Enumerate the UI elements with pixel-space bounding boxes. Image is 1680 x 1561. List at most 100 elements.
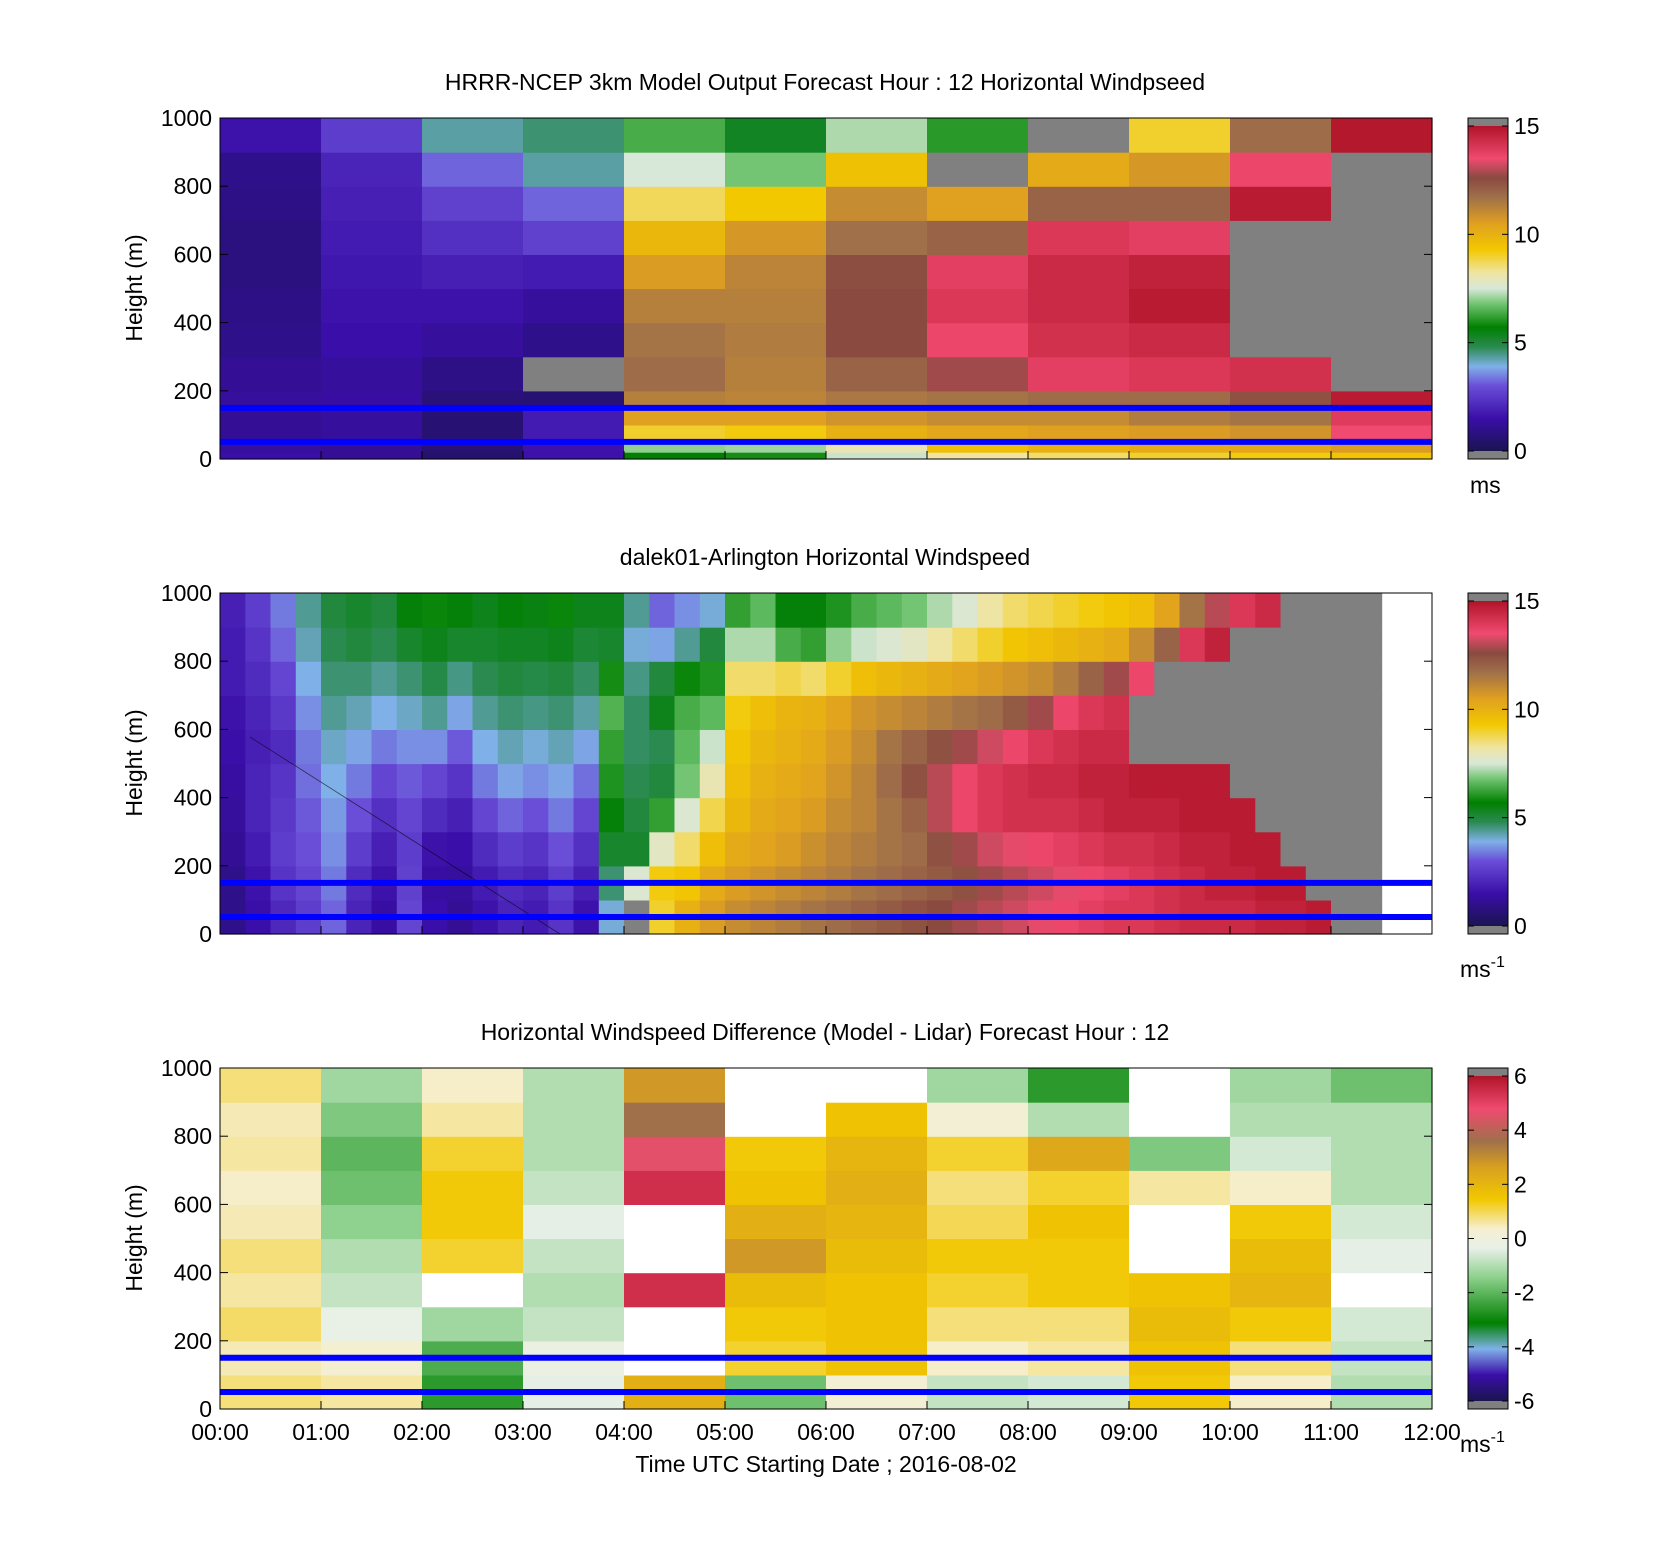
- heatmap-cell: [725, 763, 751, 799]
- heatmap-cell: [1129, 288, 1231, 324]
- colorbar-ticks: 0 5 10 15: [1468, 113, 1540, 464]
- heatmap-cell: [1230, 1272, 1332, 1308]
- heatmap-cell: [1028, 407, 1130, 426]
- heatmap-cell: [1028, 186, 1130, 221]
- heatmap-cell: [1053, 729, 1080, 765]
- heatmap-cell: [523, 1204, 625, 1240]
- heatmap-cell: [876, 627, 903, 662]
- heatmap-cell: [624, 797, 650, 833]
- heatmap-cell: [1002, 627, 1029, 662]
- heatmap-cell: [1129, 1272, 1231, 1308]
- heatmap-cell: [977, 797, 1004, 833]
- heatmap-cell: [876, 797, 903, 833]
- heatmap-cell: [1129, 441, 1231, 453]
- heatmap-cell: [1280, 695, 1307, 730]
- heatmap-cell: [624, 627, 650, 662]
- heatmap-cell: [523, 627, 549, 662]
- heatmap-cell: [422, 1102, 524, 1137]
- colorbar-unit-exponent: -1: [1491, 954, 1505, 971]
- heatmap-cell: [1129, 831, 1155, 867]
- heatmap-cell: [1129, 424, 1231, 443]
- heatmap-cell: [346, 831, 373, 867]
- x-tick-label: 07:00: [898, 1419, 956, 1445]
- panel-difference: Horizontal Windspeed Difference (Model -…: [121, 1019, 1535, 1477]
- heatmap-cell: [1255, 831, 1282, 867]
- heatmap-cell: [1179, 729, 1206, 765]
- heatmap-cell: [220, 661, 246, 696]
- heatmap-cell: [396, 763, 423, 799]
- heatmap-cell: [1179, 593, 1206, 628]
- heatmap-cell: [447, 661, 474, 696]
- heatmap-cell: [800, 763, 827, 799]
- heatmap-cell: [1053, 763, 1080, 799]
- colorbar-tick-label: -6: [1514, 1388, 1534, 1414]
- heatmap-cell: [295, 661, 322, 696]
- heatmap-cell: [1230, 1136, 1332, 1171]
- heatmap-cell: [800, 797, 827, 833]
- heatmap-cell: [624, 1068, 726, 1103]
- heatmap-cell: [472, 763, 499, 799]
- heatmap-cell: [674, 797, 701, 833]
- heatmap-cell: [876, 831, 903, 867]
- heatmap-cell: [977, 627, 1004, 662]
- heatmap-cell: [1028, 797, 1054, 833]
- heatmap-cell: [321, 695, 347, 730]
- colorbar-tick-label: 0: [1514, 1226, 1527, 1252]
- heatmap-cell: [1356, 627, 1383, 662]
- heatmap-cell: [699, 729, 726, 765]
- heatmap-cell: [1129, 118, 1231, 153]
- heatmap-cell: [1255, 797, 1282, 833]
- heatmap-cell: [422, 424, 524, 443]
- heatmap-cell: [927, 1306, 1029, 1342]
- heatmap-cell: [523, 1102, 625, 1137]
- heatmap-cell: [826, 390, 928, 409]
- heatmap-cell: [725, 797, 751, 833]
- heatmap-cell: [1331, 220, 1433, 255]
- heatmap-cell: [1230, 407, 1332, 426]
- heatmap-cell: [1331, 288, 1433, 324]
- heatmap-cell: [422, 288, 524, 324]
- y-ticks: 0 200 400 600 800 1000: [161, 105, 1432, 472]
- heatmap-cell: [220, 186, 322, 221]
- colorbar-top-cap: [1468, 593, 1508, 601]
- heatmap-cell: [371, 695, 398, 730]
- heatmap-cell: [1230, 152, 1332, 187]
- heatmap-cell: [927, 220, 1029, 255]
- scan-artifact-line: [249, 736, 561, 935]
- colorbar-ramp: [1468, 1076, 1508, 1401]
- heatmap-cell: [775, 627, 802, 662]
- y-axis-label: Height (m): [121, 709, 147, 816]
- heatmap-cell: [422, 1170, 524, 1205]
- heatmap-cell: [447, 729, 474, 765]
- heatmap-cell: [927, 118, 1029, 153]
- heatmap-cell: [1356, 593, 1383, 628]
- heatmap-cell: [901, 627, 928, 662]
- heatmap-cell: [1028, 1170, 1130, 1205]
- heatmap-cell: [1078, 729, 1105, 765]
- heatmap-cell: [826, 452, 928, 460]
- heatmap-cell: [422, 390, 524, 409]
- heatmap-cell: [927, 593, 953, 628]
- heatmap-cell: [851, 695, 878, 730]
- heatmap-cell: [1129, 1204, 1231, 1240]
- heatmap-cell: [523, 797, 549, 833]
- heatmap-cell: [1179, 627, 1206, 662]
- heatmap-cell: [750, 695, 777, 730]
- heatmap-cell: [1356, 797, 1383, 833]
- heatmap-cell: [1028, 1204, 1130, 1240]
- heatmap-cell: [624, 452, 726, 460]
- heatmap-cell: [1028, 695, 1054, 730]
- heatmap-cell: [624, 356, 726, 392]
- heatmap-cell: [422, 729, 448, 765]
- heatmap-cell: [826, 152, 928, 187]
- heatmap-cell: [523, 186, 625, 221]
- heatmap-cell: [523, 118, 625, 153]
- heatmap-cell: [699, 593, 726, 628]
- heatmap-cell: [523, 695, 549, 730]
- heatmap-cell: [699, 627, 726, 662]
- heatmap-cell: [1078, 831, 1105, 867]
- heatmap-cell: [826, 661, 852, 696]
- heatmap-cell: [220, 1068, 322, 1103]
- heatmap-cell: [1305, 593, 1332, 628]
